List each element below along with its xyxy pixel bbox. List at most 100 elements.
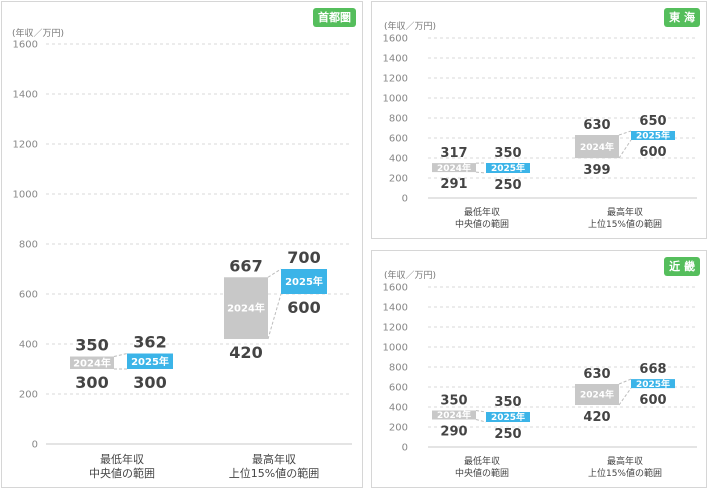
y-tick-label: 0 bbox=[32, 440, 38, 451]
category-label: 上位15%値の範囲 bbox=[229, 466, 319, 480]
value-label-low: 420 bbox=[583, 410, 610, 425]
value-label-low: 300 bbox=[75, 373, 108, 392]
region-badge: 東 海 bbox=[664, 8, 700, 27]
unit-label: (年収／万円) bbox=[12, 29, 65, 39]
value-label-high: 362 bbox=[133, 333, 166, 352]
connector-line bbox=[618, 378, 632, 385]
range-chart: 020040060080010001200140016002024年350290… bbox=[383, 283, 697, 479]
y-tick-label: 1400 bbox=[383, 54, 408, 65]
value-label-low: 600 bbox=[639, 393, 666, 408]
y-tick-label: 1600 bbox=[13, 40, 38, 51]
connector-line bbox=[618, 139, 632, 159]
range-bar-2024 bbox=[70, 356, 114, 369]
range-bar-2024 bbox=[575, 135, 619, 159]
y-tick-label: 1200 bbox=[383, 74, 408, 85]
y-tick-label: 1200 bbox=[383, 323, 408, 334]
chart-panel-shutoken: 首都圏 (年収／万円) 0 200 400 600 800 1000 1200 1400 160… bbox=[1, 1, 363, 488]
y-tick-label: 1600 bbox=[383, 34, 408, 45]
value-label-high: 668 bbox=[639, 362, 666, 377]
value-label-high: 317 bbox=[440, 146, 467, 161]
y-tick-label: 1400 bbox=[13, 90, 38, 101]
year-label: 2025年 bbox=[636, 130, 670, 142]
connector-line bbox=[113, 353, 128, 357]
year-label: 2024年 bbox=[580, 389, 614, 401]
y-tick-label: 1400 bbox=[383, 303, 408, 314]
value-label-low: 600 bbox=[287, 298, 320, 317]
y-tick-label: 800 bbox=[19, 240, 38, 251]
year-label: 2024年 bbox=[437, 409, 471, 421]
y-tick-label: 200 bbox=[19, 390, 38, 401]
y-tick-label: 1600 bbox=[383, 283, 408, 294]
y-tick-label: 800 bbox=[389, 363, 408, 374]
category-label: 最低年収 bbox=[100, 452, 144, 466]
category-label: 最高年収 bbox=[252, 452, 296, 466]
category-label: 上位15%値の範囲 bbox=[588, 467, 662, 479]
category-label: 上位15%値の範囲 bbox=[588, 218, 662, 230]
range-bar-2024 bbox=[224, 277, 268, 339]
y-tick-label: 1000 bbox=[383, 343, 408, 354]
value-label-low: 399 bbox=[583, 163, 610, 178]
connector-line bbox=[475, 171, 487, 174]
value-label-high: 700 bbox=[287, 248, 320, 267]
y-tick-label: 800 bbox=[389, 114, 408, 125]
connector-line bbox=[475, 410, 487, 413]
y-tick-label: 0 bbox=[402, 443, 408, 454]
category-label: 最高年収 bbox=[607, 206, 643, 218]
unit-label: (年収／万円) bbox=[384, 271, 437, 281]
y-tick-label: 0 bbox=[402, 194, 408, 205]
value-label-high: 630 bbox=[583, 367, 610, 382]
y-tick-label: 1000 bbox=[13, 190, 38, 201]
category-label: 中央値の範囲 bbox=[455, 467, 509, 479]
category-label: 最低年収 bbox=[464, 455, 500, 467]
category-label: 中央値の範囲 bbox=[455, 218, 509, 230]
y-tick-label: 200 bbox=[389, 174, 408, 185]
range-bar-2025 bbox=[486, 412, 530, 422]
value-label-high: 350 bbox=[440, 394, 467, 409]
value-label-high: 350 bbox=[494, 146, 521, 161]
value-label-high: 350 bbox=[494, 395, 521, 410]
unit-label: (年収／万円) bbox=[384, 22, 437, 32]
connector-line bbox=[267, 293, 282, 340]
range-bar-2024 bbox=[432, 163, 476, 173]
year-label: 2025年 bbox=[491, 162, 525, 174]
category-label: 最高年収 bbox=[607, 455, 643, 467]
year-label: 2025年 bbox=[285, 275, 323, 288]
range-bar-2025 bbox=[281, 269, 327, 294]
year-label: 2025年 bbox=[131, 355, 169, 368]
y-tick-label: 600 bbox=[389, 134, 408, 145]
value-label-low: 420 bbox=[229, 343, 262, 362]
chart-panel-kinki: 近 畿 (年収／万円) 0 200 400 600 800 1000 1200 1400 160… bbox=[371, 250, 707, 488]
value-label-low: 250 bbox=[494, 178, 521, 193]
value-label-low: 291 bbox=[440, 177, 467, 192]
range-bar-2024 bbox=[432, 410, 476, 420]
range-chart: 020040060080010001200140016002024年350300… bbox=[13, 40, 352, 480]
region-badge: 近 畿 bbox=[664, 257, 700, 276]
y-tick-label: 1000 bbox=[383, 94, 408, 105]
category-label: 中央値の範囲 bbox=[89, 466, 155, 480]
chart-panel-tokai: 東 海 (年収／万円) 0 200 400 600 800 1000 1200 1400 160… bbox=[371, 1, 707, 239]
value-label-high: 350 bbox=[75, 336, 108, 355]
year-label: 2024年 bbox=[437, 162, 471, 174]
connector-line bbox=[267, 268, 282, 278]
y-tick-label: 1200 bbox=[13, 140, 38, 151]
range-bar-2025 bbox=[127, 353, 173, 369]
connector-line bbox=[618, 387, 632, 406]
y-tick-label: 400 bbox=[19, 340, 38, 351]
y-tick-label: 600 bbox=[389, 383, 408, 394]
y-tick-label: 400 bbox=[389, 154, 408, 165]
value-label-low: 250 bbox=[494, 427, 521, 442]
value-label-low: 290 bbox=[440, 425, 467, 440]
value-label-high: 650 bbox=[639, 114, 666, 129]
year-label: 2025年 bbox=[636, 378, 670, 390]
value-label-high: 630 bbox=[583, 118, 610, 133]
category-label: 最低年収 bbox=[464, 206, 500, 218]
year-label: 2025年 bbox=[491, 411, 525, 423]
connector-line bbox=[475, 419, 487, 423]
value-label-low: 600 bbox=[639, 145, 666, 160]
y-tick-label: 600 bbox=[19, 290, 38, 301]
range-bar-2025 bbox=[631, 131, 675, 140]
value-label-high: 667 bbox=[229, 256, 262, 275]
range-bar-2024 bbox=[575, 384, 619, 405]
region-badge: 首都圏 bbox=[313, 8, 356, 27]
